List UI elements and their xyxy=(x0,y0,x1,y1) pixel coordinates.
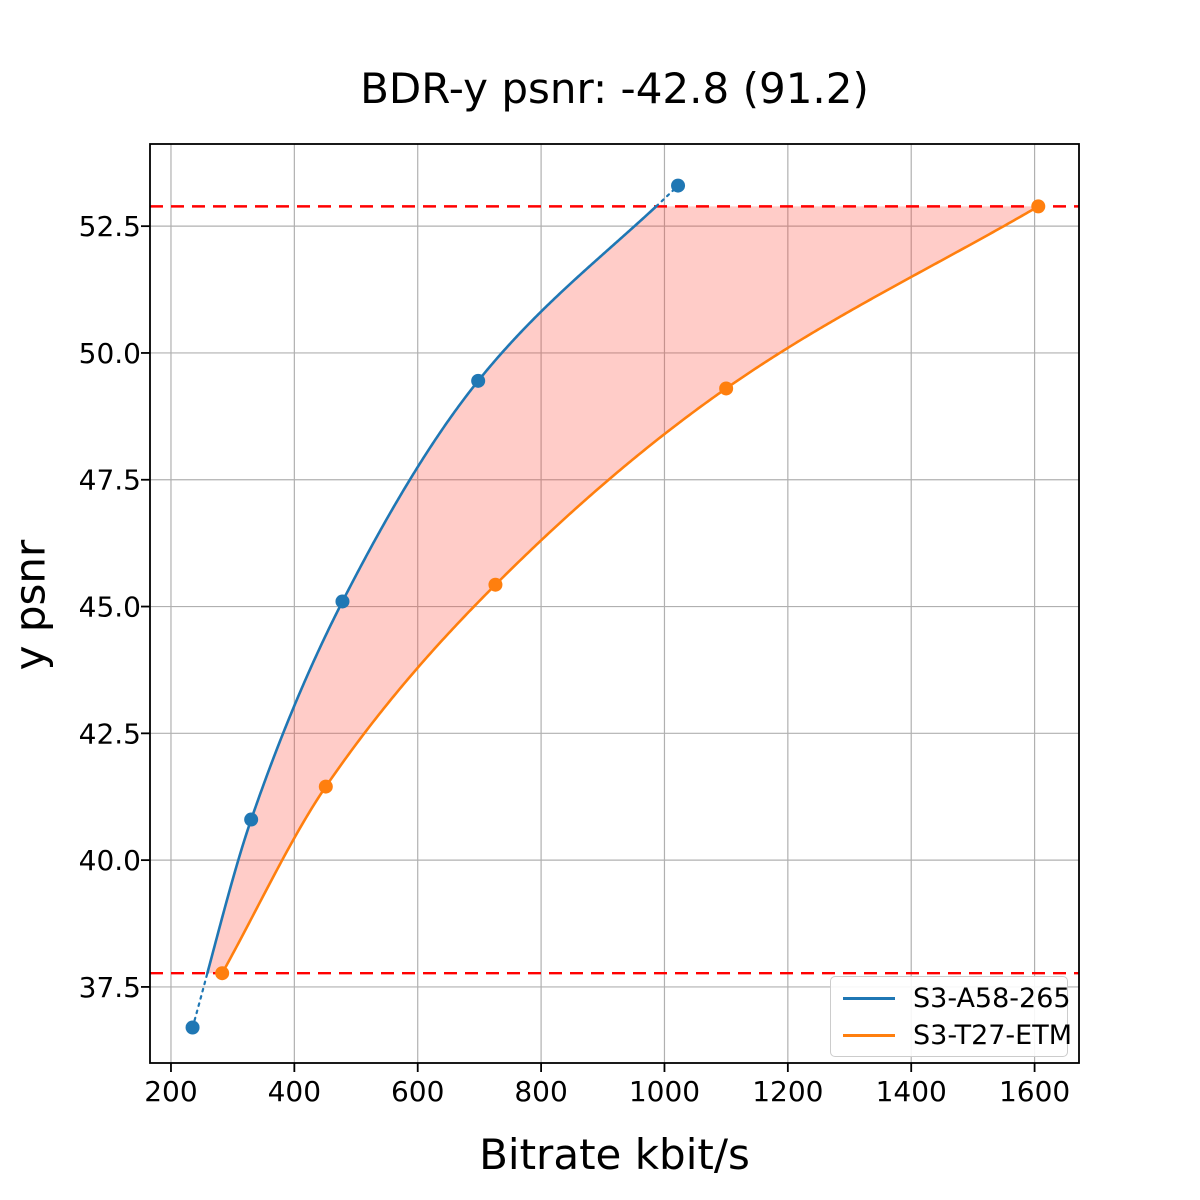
y-tick-label: 40.0 xyxy=(79,844,141,877)
y-tick-label: 42.5 xyxy=(79,717,141,750)
series-line xyxy=(220,205,1040,975)
x-tick-label: 200 xyxy=(144,1075,197,1108)
legend-line-sample xyxy=(843,1033,895,1037)
bd-shaded-area xyxy=(207,206,1039,974)
x-tick-label: 600 xyxy=(391,1075,444,1108)
x-tick-label: 1600 xyxy=(999,1075,1070,1108)
data-point xyxy=(471,373,486,388)
data-point xyxy=(671,178,686,193)
y-axis-label: y psnr xyxy=(5,539,55,671)
legend-line-sample xyxy=(843,996,895,1000)
y-tick-label: 45.0 xyxy=(79,591,141,624)
y-tick-label: 52.5 xyxy=(79,210,141,243)
legend-item: S3-A58-265 xyxy=(831,980,1071,1016)
y-tick-label: 47.5 xyxy=(79,464,141,497)
data-point xyxy=(1031,199,1046,214)
data-point xyxy=(719,381,734,396)
axes-spines xyxy=(149,143,1080,1064)
x-axis-label: Bitrate kbit/s xyxy=(479,1130,750,1179)
x-tick-label: 1000 xyxy=(629,1075,700,1108)
legend-label: S3-T27-ETM xyxy=(913,1019,1073,1051)
y-tick-label: 37.5 xyxy=(79,971,141,1004)
x-tick-label: 1400 xyxy=(876,1075,947,1108)
data-point xyxy=(185,1020,200,1035)
legend-item: S3-T27-ETM xyxy=(831,1017,1072,1053)
x-tick-label: 1200 xyxy=(752,1075,823,1108)
series-line-extrapolated xyxy=(191,972,209,1029)
legend: S3-A58-265 S3-T27-ETM xyxy=(830,976,1072,1057)
data-point xyxy=(488,577,503,592)
data-point xyxy=(215,966,230,981)
x-tick-label: 400 xyxy=(268,1075,321,1108)
data-point xyxy=(318,779,333,794)
data-point xyxy=(244,812,259,827)
data-point xyxy=(335,594,350,609)
x-tick-label: 800 xyxy=(514,1075,567,1108)
legend-label: S3-A58-265 xyxy=(913,982,1071,1014)
chart-title: BDR-y psnr: -42.8 (91.2) xyxy=(360,64,869,113)
series-line xyxy=(206,205,658,975)
y-tick-label: 50.0 xyxy=(79,337,141,370)
